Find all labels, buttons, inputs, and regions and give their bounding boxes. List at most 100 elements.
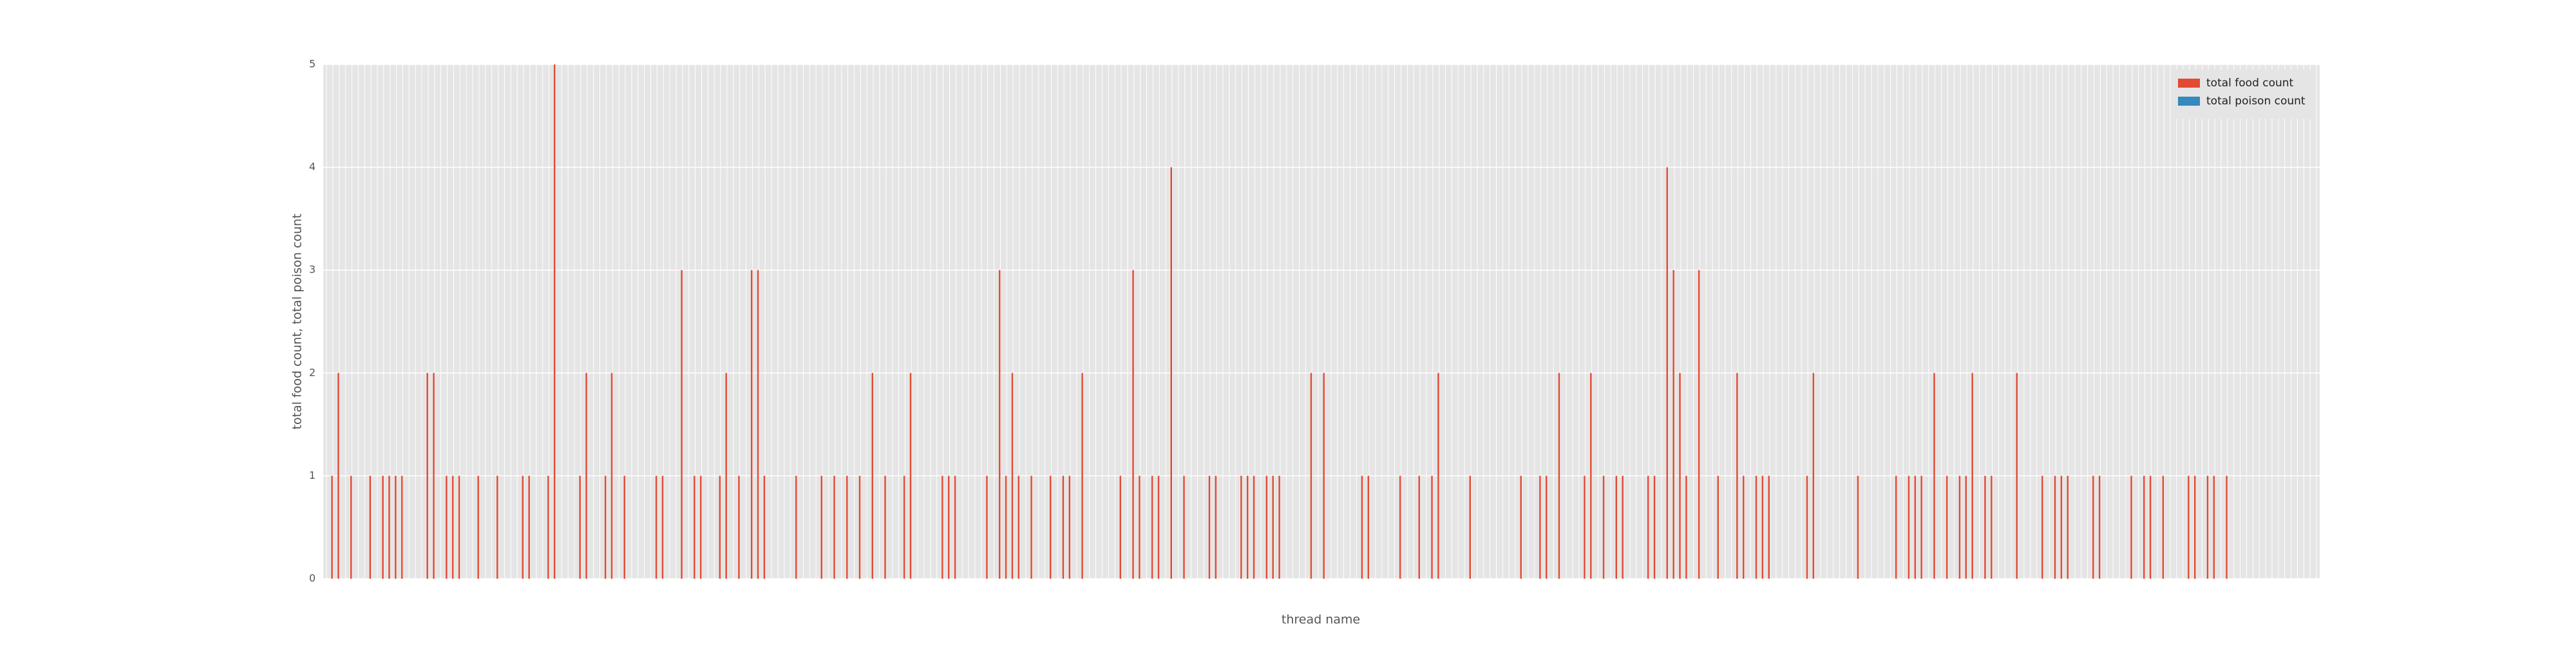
bar bbox=[2060, 476, 2063, 579]
bar bbox=[1030, 476, 1032, 579]
bar bbox=[1399, 476, 1401, 579]
bar bbox=[1920, 476, 1922, 579]
bar bbox=[738, 476, 740, 579]
bar bbox=[833, 476, 835, 579]
bar bbox=[369, 476, 372, 579]
bar bbox=[1139, 476, 1141, 579]
bar bbox=[382, 476, 384, 579]
bar bbox=[2162, 476, 2164, 579]
bar bbox=[1698, 270, 1700, 579]
bar bbox=[2226, 476, 2228, 579]
legend-label: total food count bbox=[2206, 77, 2294, 90]
bar bbox=[884, 476, 886, 579]
bar bbox=[909, 372, 912, 579]
bar bbox=[1119, 476, 1122, 579]
bar bbox=[2143, 476, 2145, 579]
bar bbox=[719, 476, 721, 579]
bar bbox=[2041, 476, 2043, 579]
bar bbox=[1215, 476, 1217, 579]
bar bbox=[2067, 476, 2069, 579]
y-tick-label: 3 bbox=[309, 264, 316, 276]
bar bbox=[477, 476, 479, 579]
bar bbox=[547, 476, 549, 579]
bar bbox=[395, 476, 397, 579]
bar bbox=[1755, 476, 1757, 579]
legend-box bbox=[2173, 70, 2315, 119]
bar bbox=[553, 64, 556, 579]
bar bbox=[1310, 372, 1312, 579]
legend-label: total poison count bbox=[2206, 95, 2306, 108]
bar bbox=[954, 476, 956, 579]
bar bbox=[451, 476, 454, 579]
bar bbox=[1278, 476, 1280, 579]
bar bbox=[1984, 476, 1986, 579]
bar bbox=[331, 476, 333, 579]
plot-background bbox=[323, 64, 2320, 579]
bar bbox=[350, 476, 352, 579]
bar bbox=[579, 476, 581, 579]
bar bbox=[1005, 476, 1007, 579]
bar bbox=[623, 476, 625, 579]
bar bbox=[2188, 476, 2190, 579]
bar bbox=[1895, 476, 1897, 579]
bar bbox=[1253, 476, 1255, 579]
bar bbox=[1265, 476, 1268, 579]
bar bbox=[1018, 476, 1020, 579]
bar bbox=[1717, 476, 1719, 579]
y-tick-label: 2 bbox=[309, 366, 316, 378]
bar bbox=[763, 476, 766, 579]
bar bbox=[2149, 476, 2152, 579]
bar bbox=[1469, 476, 1472, 579]
bar bbox=[1806, 476, 1808, 579]
bar bbox=[1914, 476, 1917, 579]
bar bbox=[1437, 372, 1439, 579]
bar bbox=[458, 476, 460, 579]
bar bbox=[1183, 476, 1185, 579]
bar bbox=[1685, 476, 1687, 579]
bar bbox=[1068, 476, 1071, 579]
bar bbox=[1971, 372, 1973, 579]
bar bbox=[681, 270, 683, 579]
y-tick-label: 4 bbox=[309, 160, 316, 173]
y-tick-label: 0 bbox=[309, 572, 316, 584]
bar bbox=[1946, 476, 1948, 579]
bar bbox=[947, 476, 950, 579]
bar bbox=[795, 476, 797, 579]
bar bbox=[1768, 476, 1770, 579]
bar bbox=[1272, 476, 1274, 579]
bar bbox=[1081, 372, 1083, 579]
bar bbox=[1558, 372, 1560, 579]
bar bbox=[1323, 372, 1325, 579]
bar bbox=[942, 476, 943, 579]
bar bbox=[1132, 270, 1134, 579]
bar bbox=[1539, 476, 1541, 579]
bar bbox=[2054, 476, 2056, 579]
bar bbox=[1157, 476, 1160, 579]
bar bbox=[1615, 476, 1618, 579]
bar bbox=[426, 372, 428, 579]
bar bbox=[1736, 372, 1738, 579]
x-axis-label: thread name bbox=[1282, 613, 1360, 627]
bar bbox=[401, 476, 403, 579]
bar bbox=[1857, 476, 1859, 579]
bar bbox=[694, 476, 696, 579]
bar bbox=[1666, 167, 1669, 579]
bar bbox=[1761, 476, 1764, 579]
bar bbox=[820, 476, 822, 579]
bar bbox=[1546, 476, 1548, 579]
bar bbox=[1367, 476, 1370, 579]
bar bbox=[1602, 476, 1605, 579]
bar bbox=[1908, 476, 1910, 579]
bar bbox=[1240, 476, 1242, 579]
bar bbox=[1679, 372, 1681, 579]
bar bbox=[585, 372, 587, 579]
bar bbox=[2098, 476, 2101, 579]
bar bbox=[1584, 476, 1586, 579]
bar bbox=[388, 476, 390, 579]
bar bbox=[1062, 476, 1065, 579]
y-tick-label: 5 bbox=[309, 58, 316, 70]
bar bbox=[998, 270, 1001, 579]
legend-swatch bbox=[2178, 97, 2200, 106]
bar bbox=[433, 372, 435, 579]
bar bbox=[1049, 476, 1052, 579]
